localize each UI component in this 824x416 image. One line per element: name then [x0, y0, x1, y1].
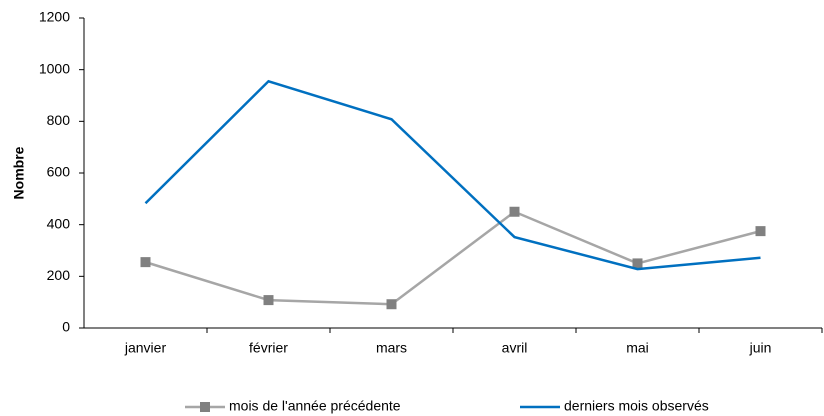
y-tick-label: 800 — [47, 112, 71, 128]
point-marker — [509, 206, 520, 217]
point-marker — [386, 299, 397, 310]
x-tick-label: mai — [626, 340, 649, 356]
y-tick-label: 1200 — [39, 9, 70, 25]
y-tick-label: 400 — [47, 215, 71, 231]
x-tick-label: janvier — [124, 340, 167, 356]
point-marker — [755, 226, 766, 237]
x-tick-label: février — [249, 340, 288, 356]
y-tick-label: 1000 — [39, 60, 70, 76]
point-marker — [632, 258, 643, 269]
legend-marker — [200, 402, 210, 412]
x-tick-label: avril — [502, 340, 528, 356]
y-tick-label: 600 — [47, 164, 71, 180]
legend-label: derniers mois observés — [564, 398, 709, 414]
legend-label: mois de l'année précédente — [229, 398, 401, 414]
x-tick-label: mars — [376, 340, 407, 356]
series-line — [144, 79, 761, 271]
y-axis-label: Nombre — [11, 146, 27, 199]
x-tick-label: juin — [749, 340, 772, 356]
point-marker — [263, 295, 274, 306]
y-tick-label: 0 — [62, 319, 70, 335]
series-line — [145, 210, 761, 306]
point-marker — [140, 257, 151, 268]
y-tick-label: 200 — [47, 267, 71, 283]
